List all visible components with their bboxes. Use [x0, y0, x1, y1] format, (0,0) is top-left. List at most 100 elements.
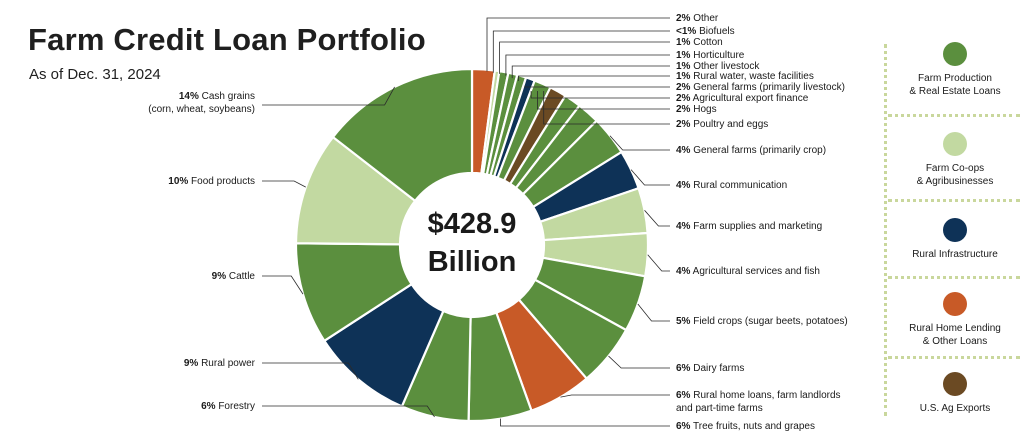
label-farm-supplies-and-marketing: 4% Farm supplies and marketing — [676, 221, 822, 232]
slice-category: Biofuels — [696, 26, 734, 37]
label-rural-home-loans-farm-landlords-and-part-time-farms: 6% Rural home loans, farm landlords — [676, 390, 841, 401]
slice-category: Cotton — [690, 37, 722, 48]
label-general-farms-primarily-crop: 4% General farms (primarily crop) — [676, 145, 826, 156]
slice-category: Agricultural services and fish — [690, 266, 820, 277]
slice-category: Rural power — [198, 358, 255, 369]
label-field-crops-sugar-beets-potatoes: 5% Field crops (sugar beets, potatoes) — [676, 316, 848, 327]
leader-rural-power — [262, 362, 359, 380]
slice-percent: 6% — [676, 421, 691, 432]
leader-tree-fruits-nuts-and-grapes — [500, 418, 670, 427]
leader-agricultural-services-and-fish — [647, 254, 670, 272]
legend-item-rural-infrastructure: Rural Infrastructure — [890, 218, 1020, 261]
label-horticulture: 1% Horticulture — [676, 50, 745, 61]
label-other: 2% Other — [676, 13, 719, 24]
label-cash-grains-corn-wheat-soybeans-line2: (corn, wheat, soybeans) — [148, 104, 255, 115]
slice-category: Hogs — [690, 104, 716, 115]
leader-agricultural-export-finance — [530, 91, 670, 99]
slice-percent: 2% — [676, 119, 691, 130]
slice-cash-grains-corn-wheat-soybeans — [331, 67, 474, 203]
legend-label: U.S. Ag Exports — [919, 403, 991, 414]
legend-divider — [888, 114, 1020, 117]
label-agricultural-services-and-fish: 4% Agricultural services and fish — [676, 266, 820, 277]
legend-label: Farm Co-ops — [925, 163, 985, 174]
label-agricultural-export-finance: 2% Agricultural export finance — [676, 93, 809, 104]
slice-percent: 4% — [676, 266, 691, 277]
leader-field-crops-sugar-beets-potatoes — [637, 303, 670, 322]
center-total-label: $428.9 — [428, 208, 517, 240]
slice-category: Rural communication — [690, 180, 787, 191]
legend-label: Rural Infrastructure — [912, 249, 998, 260]
slice-percent: 2% — [676, 13, 691, 24]
legend-item-coops: Farm Co-ops & Agribusinesses — [890, 132, 1020, 188]
label-biofuels: <1% Biofuels — [676, 26, 735, 37]
slice-percent: 4% — [676, 221, 691, 232]
leader-food-products — [262, 180, 306, 188]
leader-other — [486, 17, 670, 72]
label-tree-fruits-nuts-and-grapes: 6% Tree fruits, nuts and grapes — [676, 421, 815, 432]
donut-slices — [294, 67, 650, 423]
legend-label: & Real Estate Loans — [909, 86, 1001, 97]
legend-label: & Agribusinesses — [916, 176, 994, 187]
slice-category: Horticulture — [690, 50, 744, 61]
leader-cattle — [262, 275, 304, 295]
leader-poultry-and-eggs — [543, 91, 670, 125]
leader-rural-communication — [630, 169, 670, 186]
legend-swatch — [943, 132, 967, 156]
legend-item-ag-exports: U.S. Ag Exports — [890, 372, 1020, 415]
legend-separator — [884, 44, 887, 416]
slice-category: Cash grains — [199, 91, 255, 102]
slice-percent: <1% — [676, 26, 696, 37]
label-food-products: 10% Food products — [168, 176, 255, 187]
slice-percent: 2% — [676, 82, 691, 93]
slice-percent: 1% — [676, 37, 691, 48]
label-cotton: 1% Cotton — [676, 37, 723, 48]
leader-general-farms-primarily-crop — [609, 135, 670, 151]
legend-label: Farm Production — [918, 73, 992, 84]
slice-category: Food products — [188, 176, 255, 187]
label-general-farms-primarily-livestock: 2% General farms (primarily livestock) — [676, 82, 845, 93]
legend-item-farm-production: Farm Production & Real Estate Loans — [890, 42, 1020, 98]
label-other-livestock: 1% Other livestock — [676, 61, 760, 72]
slice-percent: 1% — [676, 50, 691, 61]
legend-label: & Other Loans — [922, 336, 988, 347]
slice-percent: 10% — [168, 176, 188, 187]
legend-item-rural-home: Rural Home Lending & Other Loans — [890, 292, 1020, 348]
slice-percent: 2% — [676, 104, 691, 115]
slice-percent: 6% — [201, 401, 216, 412]
leader-forestry — [262, 405, 435, 418]
leader-cotton — [499, 41, 670, 74]
label-rural-communication: 4% Rural communication — [676, 180, 787, 191]
slice-percent: 2% — [676, 93, 691, 104]
slice-percent: 5% — [676, 316, 691, 327]
slice-category: Dairy farms — [690, 363, 744, 374]
legend-swatch — [943, 218, 967, 242]
leader-general-farms-primarily-livestock — [524, 85, 670, 88]
slice-category: Farm supplies and marketing — [690, 221, 822, 232]
label-dairy-farms: 6% Dairy farms — [676, 363, 744, 374]
legend-divider — [888, 276, 1020, 279]
leader-dairy-farms — [608, 355, 670, 369]
slice-percent: 9% — [184, 358, 199, 369]
chart-title: Farm Credit Loan Portfolio — [28, 22, 426, 57]
legend-divider — [888, 199, 1020, 202]
leader-horticulture — [505, 54, 670, 76]
slice-percent: 1% — [676, 71, 691, 82]
legend-divider — [888, 356, 1020, 359]
slice-percent: 9% — [212, 271, 227, 282]
label-poultry-and-eggs: 2% Poultry and eggs — [676, 119, 768, 130]
leader-lines — [262, 17, 670, 427]
label-cattle: 9% Cattle — [212, 271, 256, 282]
slice-category: Tree fruits, nuts and grapes — [690, 421, 815, 432]
leader-other-livestock — [511, 65, 670, 79]
slice-category: Other livestock — [690, 61, 760, 72]
slice-category: Field crops (sugar beets, potatoes) — [690, 316, 847, 327]
slice-category: Poultry and eggs — [690, 119, 768, 130]
legend-label: Rural Home Lending — [909, 323, 1001, 334]
leader-rural-water-waste-facilities — [518, 75, 670, 81]
slice-percent: 4% — [676, 180, 691, 191]
slice-percent: 4% — [676, 145, 691, 156]
center-unit-label: Billion — [428, 246, 517, 278]
slice-category: General farms (primarily crop) — [690, 145, 826, 156]
label-rural-water-waste-facilities: 1% Rural water, waste facilities — [676, 71, 814, 82]
